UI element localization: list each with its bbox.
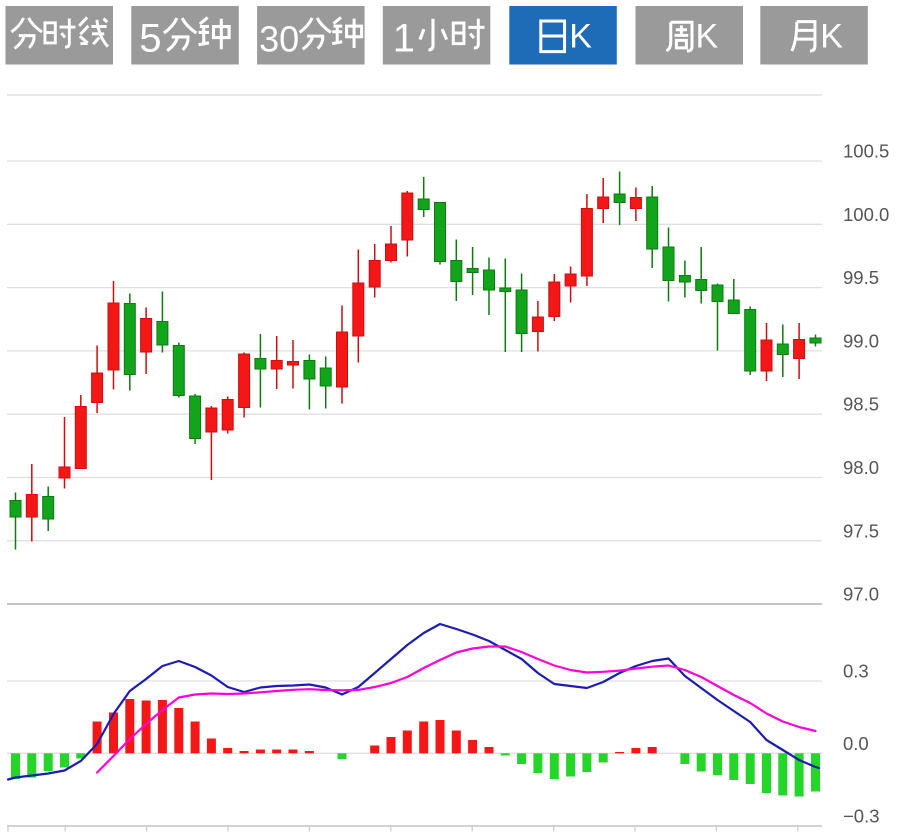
- svg-text:K: K: [696, 18, 719, 56]
- svg-text:98.5: 98.5: [843, 394, 879, 415]
- svg-text:30: 30: [259, 19, 299, 60]
- svg-text:98.0: 98.0: [843, 457, 879, 478]
- svg-text:0.3: 0.3: [843, 661, 869, 682]
- svg-text:99.0: 99.0: [843, 330, 879, 351]
- svg-text:1: 1: [393, 17, 415, 61]
- svg-text:100.5: 100.5: [843, 141, 889, 162]
- svg-text:K: K: [569, 18, 592, 56]
- svg-text:97.5: 97.5: [843, 520, 879, 541]
- svg-text:−0.3: −0.3: [843, 806, 880, 827]
- svg-text:100.0: 100.0: [843, 204, 889, 225]
- svg-text:K: K: [820, 18, 843, 56]
- svg-text:0.0: 0.0: [843, 733, 869, 754]
- svg-text:99.5: 99.5: [843, 267, 879, 288]
- svg-text:97.0: 97.0: [843, 584, 879, 605]
- svg-text:5: 5: [139, 17, 161, 61]
